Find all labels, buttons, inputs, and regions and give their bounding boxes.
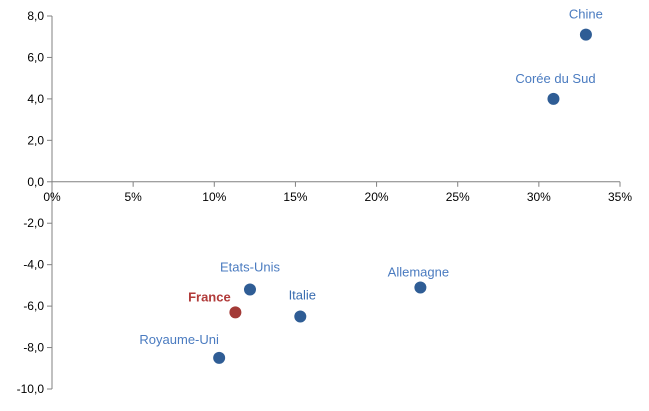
data-points [213,28,592,364]
point-france [229,306,242,319]
x-tick-label: 35% [608,190,632,204]
label-italie: Italie [289,287,316,302]
x-tick-label: 10% [202,190,226,204]
y-tick-label: 8,0 [27,9,44,23]
point-italie [294,310,307,323]
x-tick-label: 15% [283,190,307,204]
label-coree-du-sud: Corée du Sud [515,71,595,86]
label-etats-unis: Etats-Unis [220,260,280,275]
y-tick-label: 6,0 [27,50,44,64]
point-labels: Chine Corée du Sud Etats-Unis France Italie A… [139,7,602,347]
point-coree-du-sud [547,92,560,105]
x-tick-label: 30% [527,190,551,204]
x-axis-ticks: 0% 5% 10% 15% 20% 25% 30% 35% [43,181,632,204]
y-tick-label: -2,0 [23,216,44,230]
y-tick-label: -10,0 [17,382,45,396]
x-tick-label: 25% [446,190,470,204]
x-tick-label: 5% [124,190,142,204]
x-tick-label: 20% [365,190,389,204]
label-allemagne: Allemagne [388,264,449,279]
y-tick-label: 0,0 [27,175,44,189]
point-etats-unis [243,283,256,296]
y-tick-label: -8,0 [23,341,44,355]
label-royaume-uni: Royaume-Uni [139,332,219,347]
y-tick-label: 2,0 [27,133,44,147]
point-royaume-uni [213,351,226,364]
x-tick-label: 0% [43,190,61,204]
y-axis-ticks: 8,0 6,0 4,0 2,0 0,0 -2,0 -4,0 -6,0 -8,0 -10,0 [17,9,52,396]
y-tick-label: 4,0 [27,92,44,106]
axes [51,16,620,389]
label-france: France [188,289,231,304]
y-tick-label: -6,0 [23,299,44,313]
y-tick-label: -4,0 [23,258,44,272]
point-allemagne [414,281,427,294]
point-chine [579,28,592,41]
label-chine: Chine [569,7,603,22]
